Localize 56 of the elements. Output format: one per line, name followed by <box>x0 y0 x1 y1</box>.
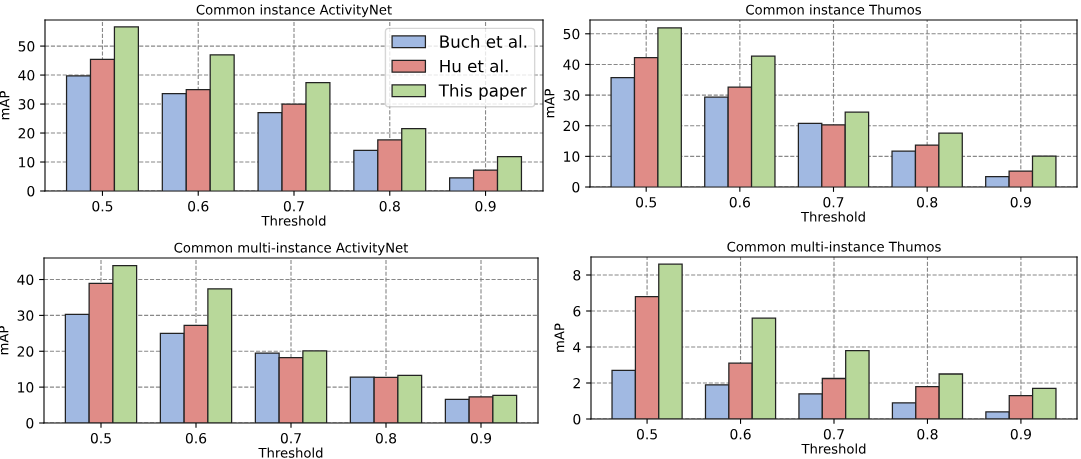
x-tick-label: 0.5 <box>92 200 113 212</box>
y-tick-label: 30 <box>17 310 34 321</box>
y-tick-label: 0 <box>27 185 35 197</box>
y-axis-title: mAP <box>554 323 565 352</box>
y-tick-label: 20 <box>17 346 34 357</box>
y-tick-label: 40 <box>563 59 580 70</box>
chart-title: Common multi-instance ActivityNet <box>174 242 409 256</box>
chart-title: Common instance ActivityNet <box>196 4 392 18</box>
x-tick-label: 0.9 <box>470 432 492 444</box>
x-tick-label: 0.5 <box>636 428 657 440</box>
y-tick-label: 50 <box>563 28 580 40</box>
y-tick-label: 2 <box>573 377 580 389</box>
y-axis-title: mAP <box>544 89 555 118</box>
y-tick-label: 30 <box>563 90 580 101</box>
y-tick-label: 8 <box>573 269 581 281</box>
x-tick-label: 0.7 <box>823 196 844 208</box>
y-tick-label: 10 <box>19 156 35 168</box>
y-axis-title: mAP <box>0 91 10 120</box>
legend-label: Hu et al. <box>440 59 508 73</box>
x-tick-label: 0.9 <box>1010 196 1031 208</box>
x-axis-title: Threshold <box>258 447 323 458</box>
y-tick-label: 30 <box>18 99 35 110</box>
x-tick-label: 0.7 <box>823 428 844 440</box>
y-tick-label: 4 <box>573 342 581 353</box>
x-tick-label: 0.8 <box>917 196 938 208</box>
legend-label: Buch et al. <box>440 35 527 48</box>
x-tick-label: 0.9 <box>475 200 496 212</box>
x-tick-label: 0.5 <box>636 196 657 208</box>
y-tick-label: 50 <box>18 41 35 52</box>
x-axis-title: Threshold <box>801 443 866 454</box>
x-tick-label: 0.6 <box>185 432 207 444</box>
y-tick-label: 0 <box>572 181 580 193</box>
y-tick-label: 20 <box>18 128 35 139</box>
chart-title: Common multi-instance Thumos <box>727 241 941 252</box>
x-tick-label: 0.9 <box>1010 428 1031 440</box>
x-tick-label: 0.8 <box>379 200 400 212</box>
x-tick-label: 0.8 <box>375 432 397 444</box>
y-tick-label: 6 <box>573 305 581 317</box>
y-tick-label: 0 <box>573 413 581 425</box>
chart-title: Common instance Thumos <box>746 4 922 15</box>
x-tick-label: 0.5 <box>90 432 111 444</box>
x-tick-label: 0.8 <box>917 428 938 440</box>
y-tick-label: 10 <box>18 382 34 393</box>
x-tick-label: 0.6 <box>729 196 751 208</box>
x-tick-label: 0.7 <box>280 432 301 444</box>
x-axis-title: Threshold <box>800 211 865 222</box>
y-tick-label: 20 <box>563 120 580 132</box>
y-tick-label: 40 <box>18 70 35 81</box>
x-tick-label: 0.6 <box>730 428 751 440</box>
y-tick-label: 10 <box>564 151 580 162</box>
x-tick-label: 0.7 <box>283 200 304 212</box>
legend-label: This paper <box>438 83 527 101</box>
y-tick-label: 0 <box>26 417 34 429</box>
x-tick-label: 0.6 <box>188 200 209 212</box>
x-axis-title: Threshold <box>261 215 326 226</box>
y-tick-label: 40 <box>17 274 34 285</box>
